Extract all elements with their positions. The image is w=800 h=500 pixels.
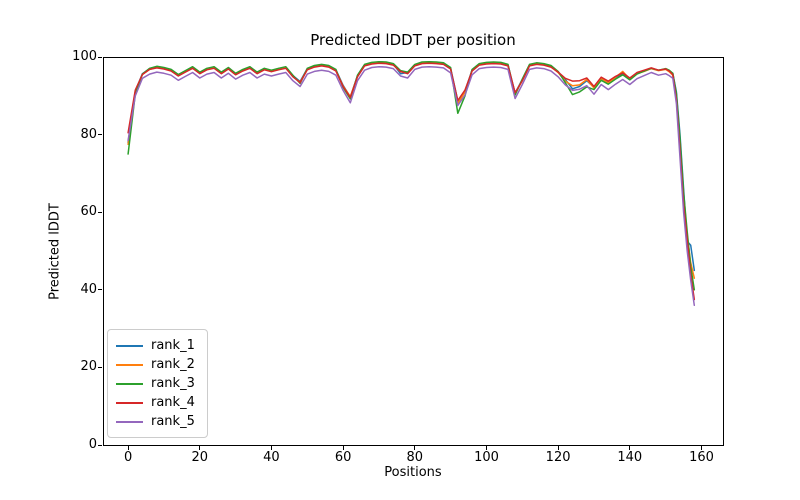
legend-line-sample xyxy=(116,401,143,404)
legend-item-rank_2: rank_2 xyxy=(116,355,195,374)
y-tick-label: 60 xyxy=(80,204,97,220)
x-tick-mark xyxy=(629,446,631,450)
x-tick-mark xyxy=(342,446,344,450)
x-tick-label: 20 xyxy=(191,450,209,465)
x-tick-mark xyxy=(486,446,487,450)
x-tick-label: 160 xyxy=(689,450,714,465)
legend-item-rank_5: rank_5 xyxy=(116,412,195,431)
x-axis-label: Positions xyxy=(384,465,442,480)
legend-item-rank_3: rank_3 xyxy=(116,374,195,393)
series-line-rank_3 xyxy=(127,60,696,291)
y-tick-mark xyxy=(98,444,102,446)
legend-line-sample xyxy=(116,363,143,366)
legend-label: rank_3 xyxy=(151,376,195,391)
x-tick-label: 80 xyxy=(406,450,424,465)
x-tick-mark xyxy=(701,446,702,450)
x-tick-label: 60 xyxy=(334,450,352,465)
legend-label: rank_1 xyxy=(151,338,195,353)
chart-title: Predicted lDDT per position xyxy=(310,31,516,49)
x-tick-mark xyxy=(270,446,272,450)
legend-label: rank_4 xyxy=(151,395,195,410)
x-tick-label: 120 xyxy=(545,450,571,465)
series-line-rank_2 xyxy=(127,62,696,279)
x-tick-label: 40 xyxy=(263,450,280,465)
y-tick-label: 0 xyxy=(88,437,97,452)
y-tick-label: 20 xyxy=(80,359,97,375)
x-tick-label: 100 xyxy=(474,450,499,465)
x-tick-mark xyxy=(557,446,559,450)
y-tick-mark xyxy=(98,289,102,291)
y-tick-mark xyxy=(98,134,102,136)
y-tick-mark xyxy=(98,366,102,368)
y-tick-label: 100 xyxy=(72,49,97,64)
legend-label: rank_5 xyxy=(151,414,195,429)
legend-line-sample xyxy=(116,420,143,423)
series-line-rank_5 xyxy=(127,65,696,307)
legend-item-rank_4: rank_4 xyxy=(116,393,195,412)
legend-item-rank_1: rank_1 xyxy=(116,336,195,355)
x-tick-mark xyxy=(199,446,201,450)
y-tick-label: 80 xyxy=(80,126,97,142)
y-tick-mark xyxy=(98,211,102,213)
x-tick-label: 0 xyxy=(123,450,133,465)
legend-line-sample xyxy=(116,344,143,347)
x-tick-mark xyxy=(127,446,129,450)
x-tick-label: 140 xyxy=(617,450,643,465)
legend-label: rank_2 xyxy=(151,357,195,372)
legend-line-sample xyxy=(116,382,143,385)
y-tick-label: 40 xyxy=(80,281,97,297)
series-line-rank_4 xyxy=(127,62,696,301)
series-line-rank_1 xyxy=(127,61,696,272)
legend: rank_1 rank_2 rank_3 rank_4 rank_5 xyxy=(107,329,208,438)
x-tick-mark xyxy=(414,446,416,450)
y-tick-mark xyxy=(98,56,102,58)
